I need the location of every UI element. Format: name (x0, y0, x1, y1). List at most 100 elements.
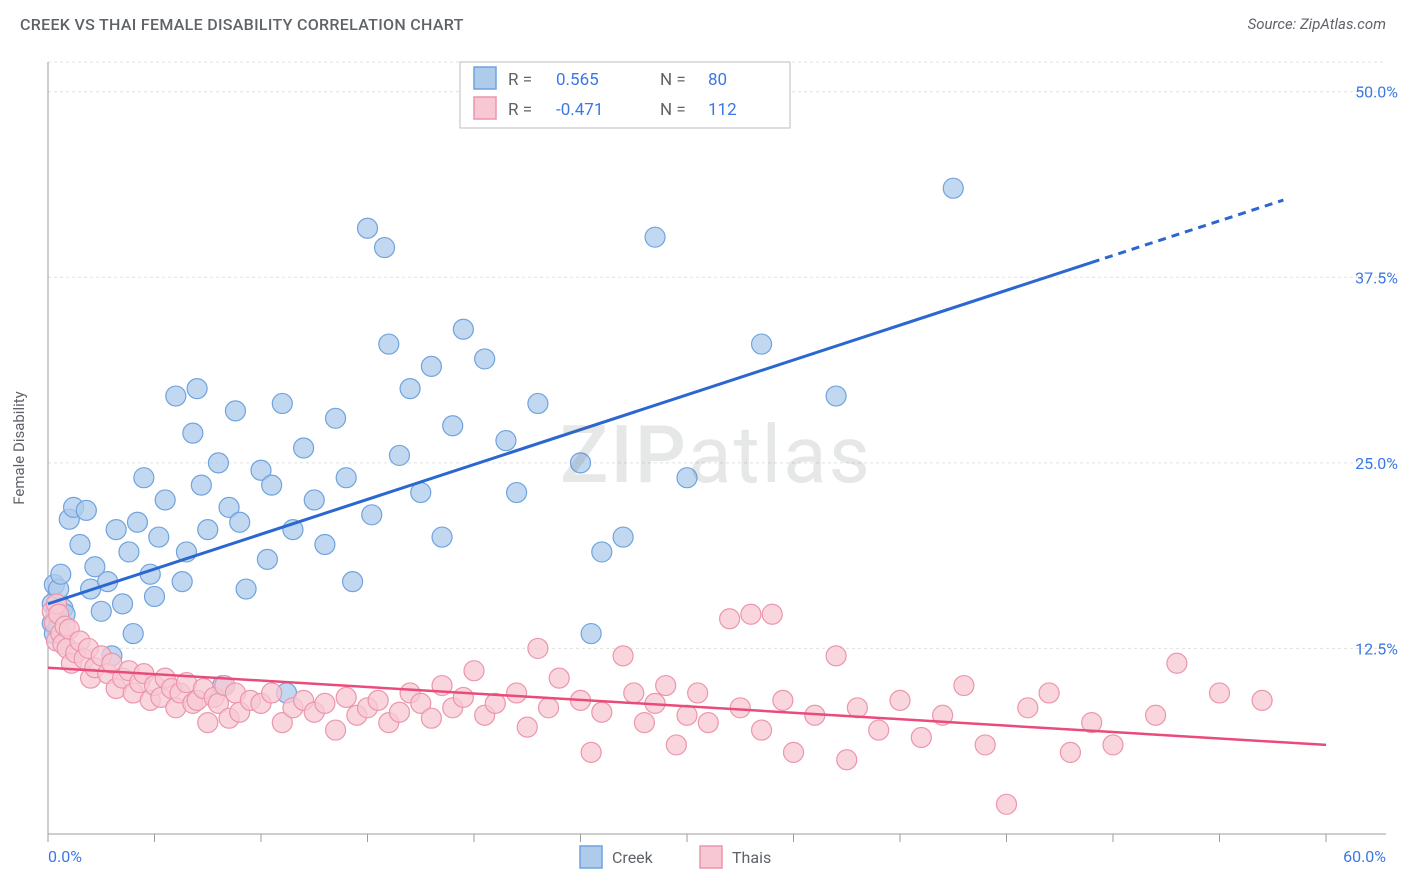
data-point (581, 624, 601, 644)
data-point (997, 794, 1017, 814)
data-point (368, 690, 388, 710)
data-point (624, 683, 644, 703)
data-point (741, 604, 761, 624)
data-point (549, 668, 569, 688)
data-point (528, 393, 548, 413)
data-point (230, 512, 250, 532)
data-point (847, 698, 867, 718)
data-point (336, 468, 356, 488)
chart-title: CREEK VS THAI FEMALE DISABILITY CORRELAT… (20, 15, 464, 34)
data-point (432, 527, 452, 547)
data-point (304, 490, 324, 510)
data-point (677, 468, 697, 488)
data-point (294, 438, 314, 458)
data-point (172, 572, 192, 592)
data-point (752, 720, 772, 740)
data-point (134, 468, 154, 488)
data-point (389, 702, 409, 722)
data-point (645, 227, 665, 247)
data-point (262, 683, 282, 703)
data-point (592, 542, 612, 562)
x-tick-label: 0.0% (48, 847, 82, 866)
data-point (113, 594, 133, 614)
data-point (1146, 705, 1166, 725)
data-point (236, 579, 256, 599)
data-point (76, 500, 96, 520)
data-point (507, 483, 527, 503)
data-point (773, 690, 793, 710)
y-tick-label: 50.0% (1355, 83, 1398, 102)
data-point (539, 698, 559, 718)
data-point (890, 690, 910, 710)
data-point (145, 586, 165, 606)
legend-label: Thais (732, 848, 771, 867)
data-point (272, 393, 292, 413)
data-point (571, 453, 591, 473)
data-point (389, 445, 409, 465)
data-point (198, 713, 218, 733)
data-point (507, 683, 527, 703)
data-point (1210, 683, 1230, 703)
legend-swatch (474, 67, 496, 89)
data-point (1018, 698, 1038, 718)
data-point (752, 334, 772, 354)
data-point (379, 334, 399, 354)
data-point (869, 720, 889, 740)
data-point (70, 535, 90, 555)
data-point (581, 742, 601, 762)
legend-r-value: -0.471 (556, 100, 603, 120)
data-point (225, 401, 245, 421)
data-point (656, 676, 676, 696)
data-point (784, 742, 804, 762)
data-point (517, 717, 537, 737)
data-point (106, 520, 126, 540)
data-point (362, 505, 382, 525)
data-point (1039, 683, 1059, 703)
scatter-chart: 0.0% 60.0% 12.5% 25.0% 37.5% 50.0% Female Disa… (0, 48, 1406, 892)
data-point (375, 238, 395, 258)
source-label: Source: ZipAtlas.com (1248, 15, 1386, 33)
data-point (421, 356, 441, 376)
data-point (257, 549, 277, 569)
data-point (496, 431, 516, 451)
data-point (208, 453, 228, 473)
data-point (762, 604, 782, 624)
data-point (613, 646, 633, 666)
data-point (826, 386, 846, 406)
data-point (119, 542, 139, 562)
data-point (677, 705, 697, 725)
data-point (166, 386, 186, 406)
data-point (975, 735, 995, 755)
data-point (1103, 735, 1123, 755)
data-point (698, 713, 718, 733)
data-point (911, 728, 931, 748)
data-point (730, 698, 750, 718)
data-point (198, 520, 218, 540)
legend-swatch (580, 846, 602, 868)
y-tick-label: 25.0% (1355, 454, 1398, 473)
data-point (127, 512, 147, 532)
series-legend: CreekThais (580, 846, 771, 868)
data-point (191, 475, 211, 495)
data-point (688, 683, 708, 703)
data-point (183, 423, 203, 443)
data-point (475, 349, 495, 369)
legend-r-label: R = (508, 70, 532, 90)
x-tick-label: 60.0% (1343, 847, 1386, 866)
data-point (358, 218, 378, 238)
data-point (326, 408, 346, 428)
data-point (315, 535, 335, 555)
data-point (837, 750, 857, 770)
header: CREEK VS THAI FEMALE DISABILITY CORRELAT… (0, 0, 1406, 48)
y-axis-label: Female Disability (10, 391, 28, 505)
chart-container: ZIPatlas 0.0%60.0%12.5%25.0%37.5%50.0%Fe… (0, 48, 1406, 892)
data-point (421, 708, 441, 728)
legend-n-value: 80 (708, 70, 727, 90)
legend-r-value: 0.565 (556, 70, 599, 90)
y-tick-label: 12.5% (1355, 639, 1398, 658)
data-point (1060, 742, 1080, 762)
data-point (528, 638, 548, 658)
y-tick-label: 37.5% (1355, 268, 1398, 287)
legend-n-label: N = (660, 70, 686, 90)
legend-n-label: N = (660, 100, 686, 120)
